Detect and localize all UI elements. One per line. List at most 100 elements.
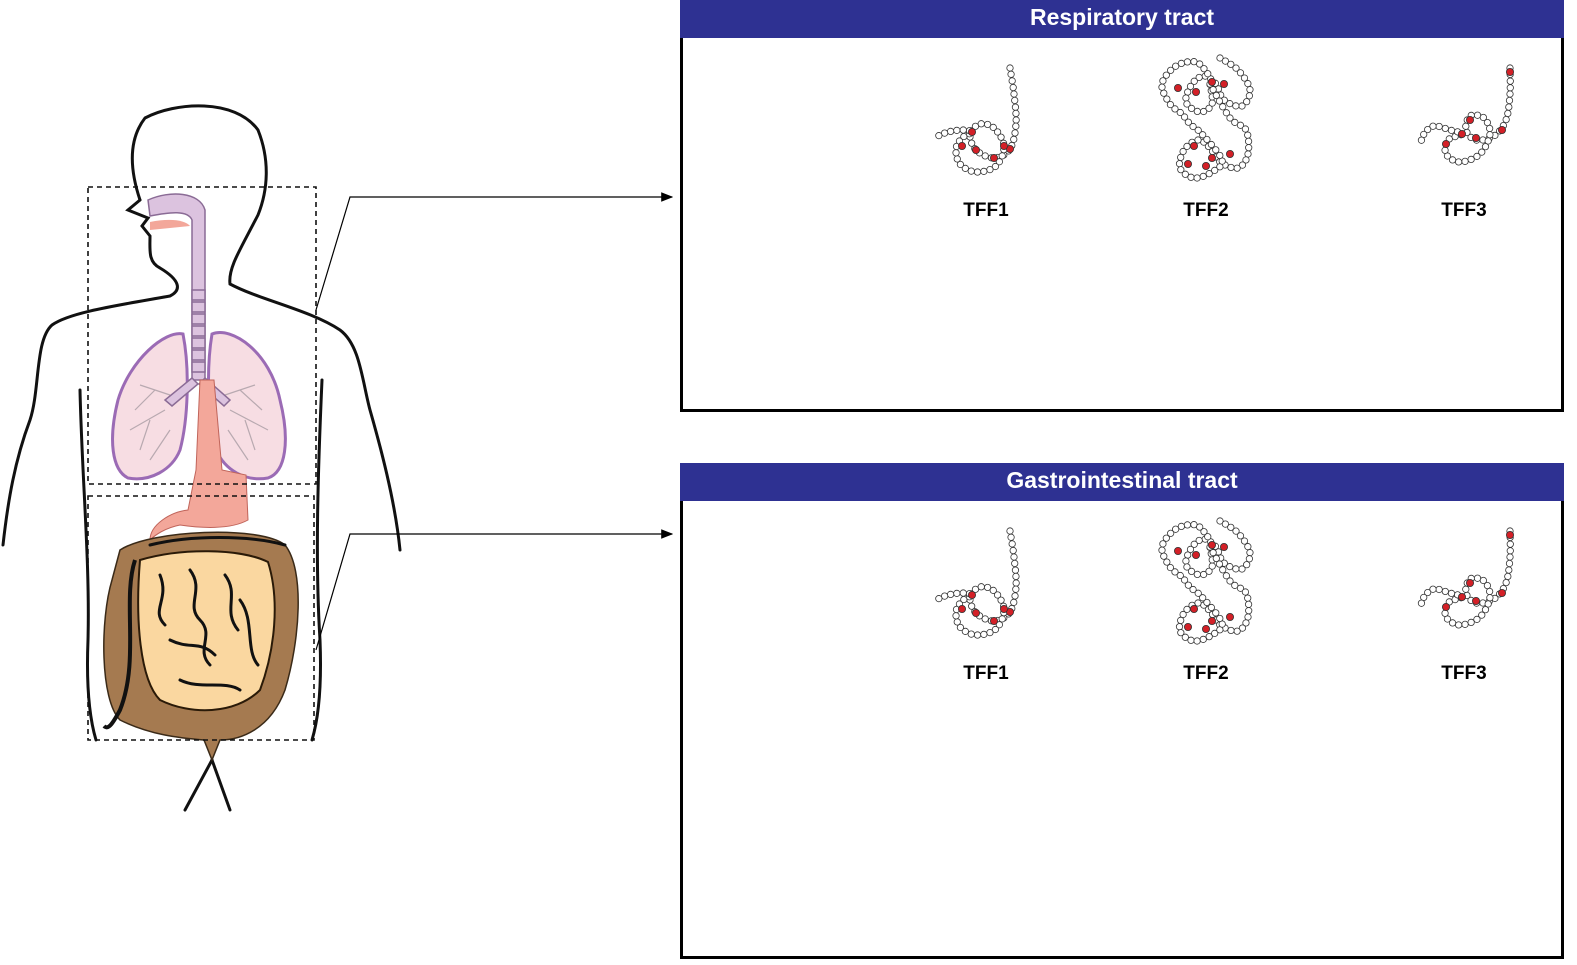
amino-acid-bead — [1506, 77, 1514, 85]
amino-acid-bead — [1486, 124, 1494, 133]
amino-acid-bead — [953, 589, 961, 597]
amino-acid-bead — [1506, 540, 1514, 548]
amino-acid-bead — [1441, 587, 1449, 596]
amino-acid-bead — [1505, 566, 1513, 574]
amino-acid-bead — [986, 166, 994, 174]
amino-acid-bead — [973, 631, 982, 639]
amino-acid-bead — [1012, 572, 1020, 581]
cysteine-bead — [1000, 142, 1009, 151]
amino-acid-bead — [1435, 122, 1443, 131]
cysteine-bead — [1190, 605, 1199, 614]
amino-acid-bead — [1461, 620, 1469, 628]
amino-acid-bead — [1227, 60, 1235, 68]
amino-acid-bead — [1184, 118, 1192, 126]
amino-acid-bead — [1183, 58, 1192, 66]
amino-acid-bead — [1011, 592, 1019, 600]
amino-acid-bead — [1236, 584, 1245, 592]
amino-acid-bead — [1189, 122, 1197, 131]
amino-acid-bead — [1203, 598, 1211, 607]
amino-acid-bead — [953, 155, 961, 163]
amino-acid-bead — [967, 167, 975, 175]
esophagus-stomach — [149, 379, 249, 542]
amino-acid-bead — [1193, 174, 1201, 182]
amino-acid-bead — [1435, 585, 1443, 594]
amino-acid-bead — [1238, 102, 1246, 110]
amino-acid-bead — [935, 132, 943, 140]
amino-acid-bead — [1448, 156, 1457, 164]
amino-acid-bead — [1175, 160, 1184, 168]
amino-acid-bead — [1184, 551, 1192, 559]
amino-acid-bead — [1506, 90, 1514, 98]
amino-acid-bead — [941, 129, 949, 137]
amino-acid-bead — [1199, 172, 1207, 180]
amino-acid-bead — [1158, 546, 1166, 554]
gastrointestinal-tract-panel: Gastrointestinal tract TFF1 TFF2 TFF3 — [680, 463, 1564, 959]
amino-acid-bead — [1216, 54, 1224, 62]
amino-acid-bead — [1227, 626, 1235, 635]
panel-title: Respiratory tract — [1029, 4, 1215, 30]
amino-acid-bead — [1502, 115, 1510, 124]
amino-acid-bead — [961, 627, 969, 635]
amino-acid-bead — [1209, 549, 1217, 557]
amino-acid-bead — [1216, 517, 1224, 525]
amino-acid-bead — [1180, 113, 1189, 121]
amino-acid-bead — [995, 621, 1003, 629]
amino-acid-bead — [1232, 565, 1240, 573]
amino-acid-bead — [1226, 100, 1234, 108]
amino-acid-bead — [1246, 86, 1254, 94]
amino-acid-bead — [1481, 143, 1490, 151]
amino-acid-bead — [1221, 520, 1230, 528]
amino-acid-bead — [1194, 136, 1202, 144]
cysteine-bead — [1498, 589, 1507, 598]
amino-acid-bead — [1242, 619, 1250, 627]
amino-acid-bead — [1010, 90, 1018, 98]
amino-acid-bead — [1244, 613, 1252, 621]
amino-acid-bead — [1010, 553, 1018, 561]
amino-acid-bead — [1209, 86, 1217, 94]
amino-acid-bead — [971, 122, 980, 130]
amino-acid-bead — [1011, 129, 1019, 137]
amino-acid-bead — [1177, 522, 1185, 531]
amino-acid-bead — [1199, 635, 1207, 643]
amino-acid-bead — [1231, 118, 1239, 126]
appendix-tube — [102, 559, 137, 730]
amino-acid-bead — [1176, 108, 1184, 117]
amino-acid-bead — [1505, 559, 1514, 568]
cysteine-bead — [1174, 84, 1183, 93]
amino-acid-bead — [1236, 532, 1245, 540]
amino-acid-bead — [1233, 164, 1241, 172]
amino-acid-bead — [1195, 73, 1203, 82]
amino-acid-bead — [1200, 107, 1208, 116]
cysteine-bead — [968, 128, 977, 137]
amino-acid-bead — [1006, 64, 1014, 72]
amino-acid-bead — [1504, 572, 1512, 581]
amino-acid-bead — [1007, 70, 1015, 78]
amino-acid-bead — [967, 630, 975, 638]
amino-acid-bead — [1159, 77, 1167, 85]
amino-acid-bead — [1009, 546, 1017, 555]
cysteine-bead — [1226, 613, 1235, 622]
amino-acid-bead — [1200, 65, 1208, 73]
amino-acid-bead — [1504, 109, 1512, 118]
amino-acid-bead — [1226, 114, 1234, 122]
mouth-cavity — [150, 219, 190, 230]
amino-acid-bead — [1448, 619, 1457, 627]
amino-acid-bead — [993, 591, 1002, 599]
amino-acid-bead — [935, 595, 943, 603]
amino-acid-bead — [961, 164, 969, 172]
amino-acid-bead — [1462, 122, 1470, 130]
amino-acid-bead — [1158, 83, 1166, 91]
amino-acid-bead — [1012, 122, 1020, 130]
amino-acid-bead — [1244, 80, 1252, 88]
amino-acid-bead — [1241, 125, 1250, 133]
amino-acid-bead — [1183, 521, 1192, 529]
amino-acid-bead — [1246, 549, 1254, 557]
amino-acid-bead — [981, 152, 989, 160]
amino-acid-bead — [1238, 565, 1246, 573]
amino-acid-bead — [1012, 585, 1020, 593]
amino-acid-bead — [1502, 578, 1510, 587]
amino-acid-bead — [1245, 607, 1253, 615]
tff2-protein: TFF2 — [1136, 511, 1276, 701]
amino-acid-bead — [1194, 126, 1202, 134]
amino-acid-bead — [1012, 579, 1020, 587]
